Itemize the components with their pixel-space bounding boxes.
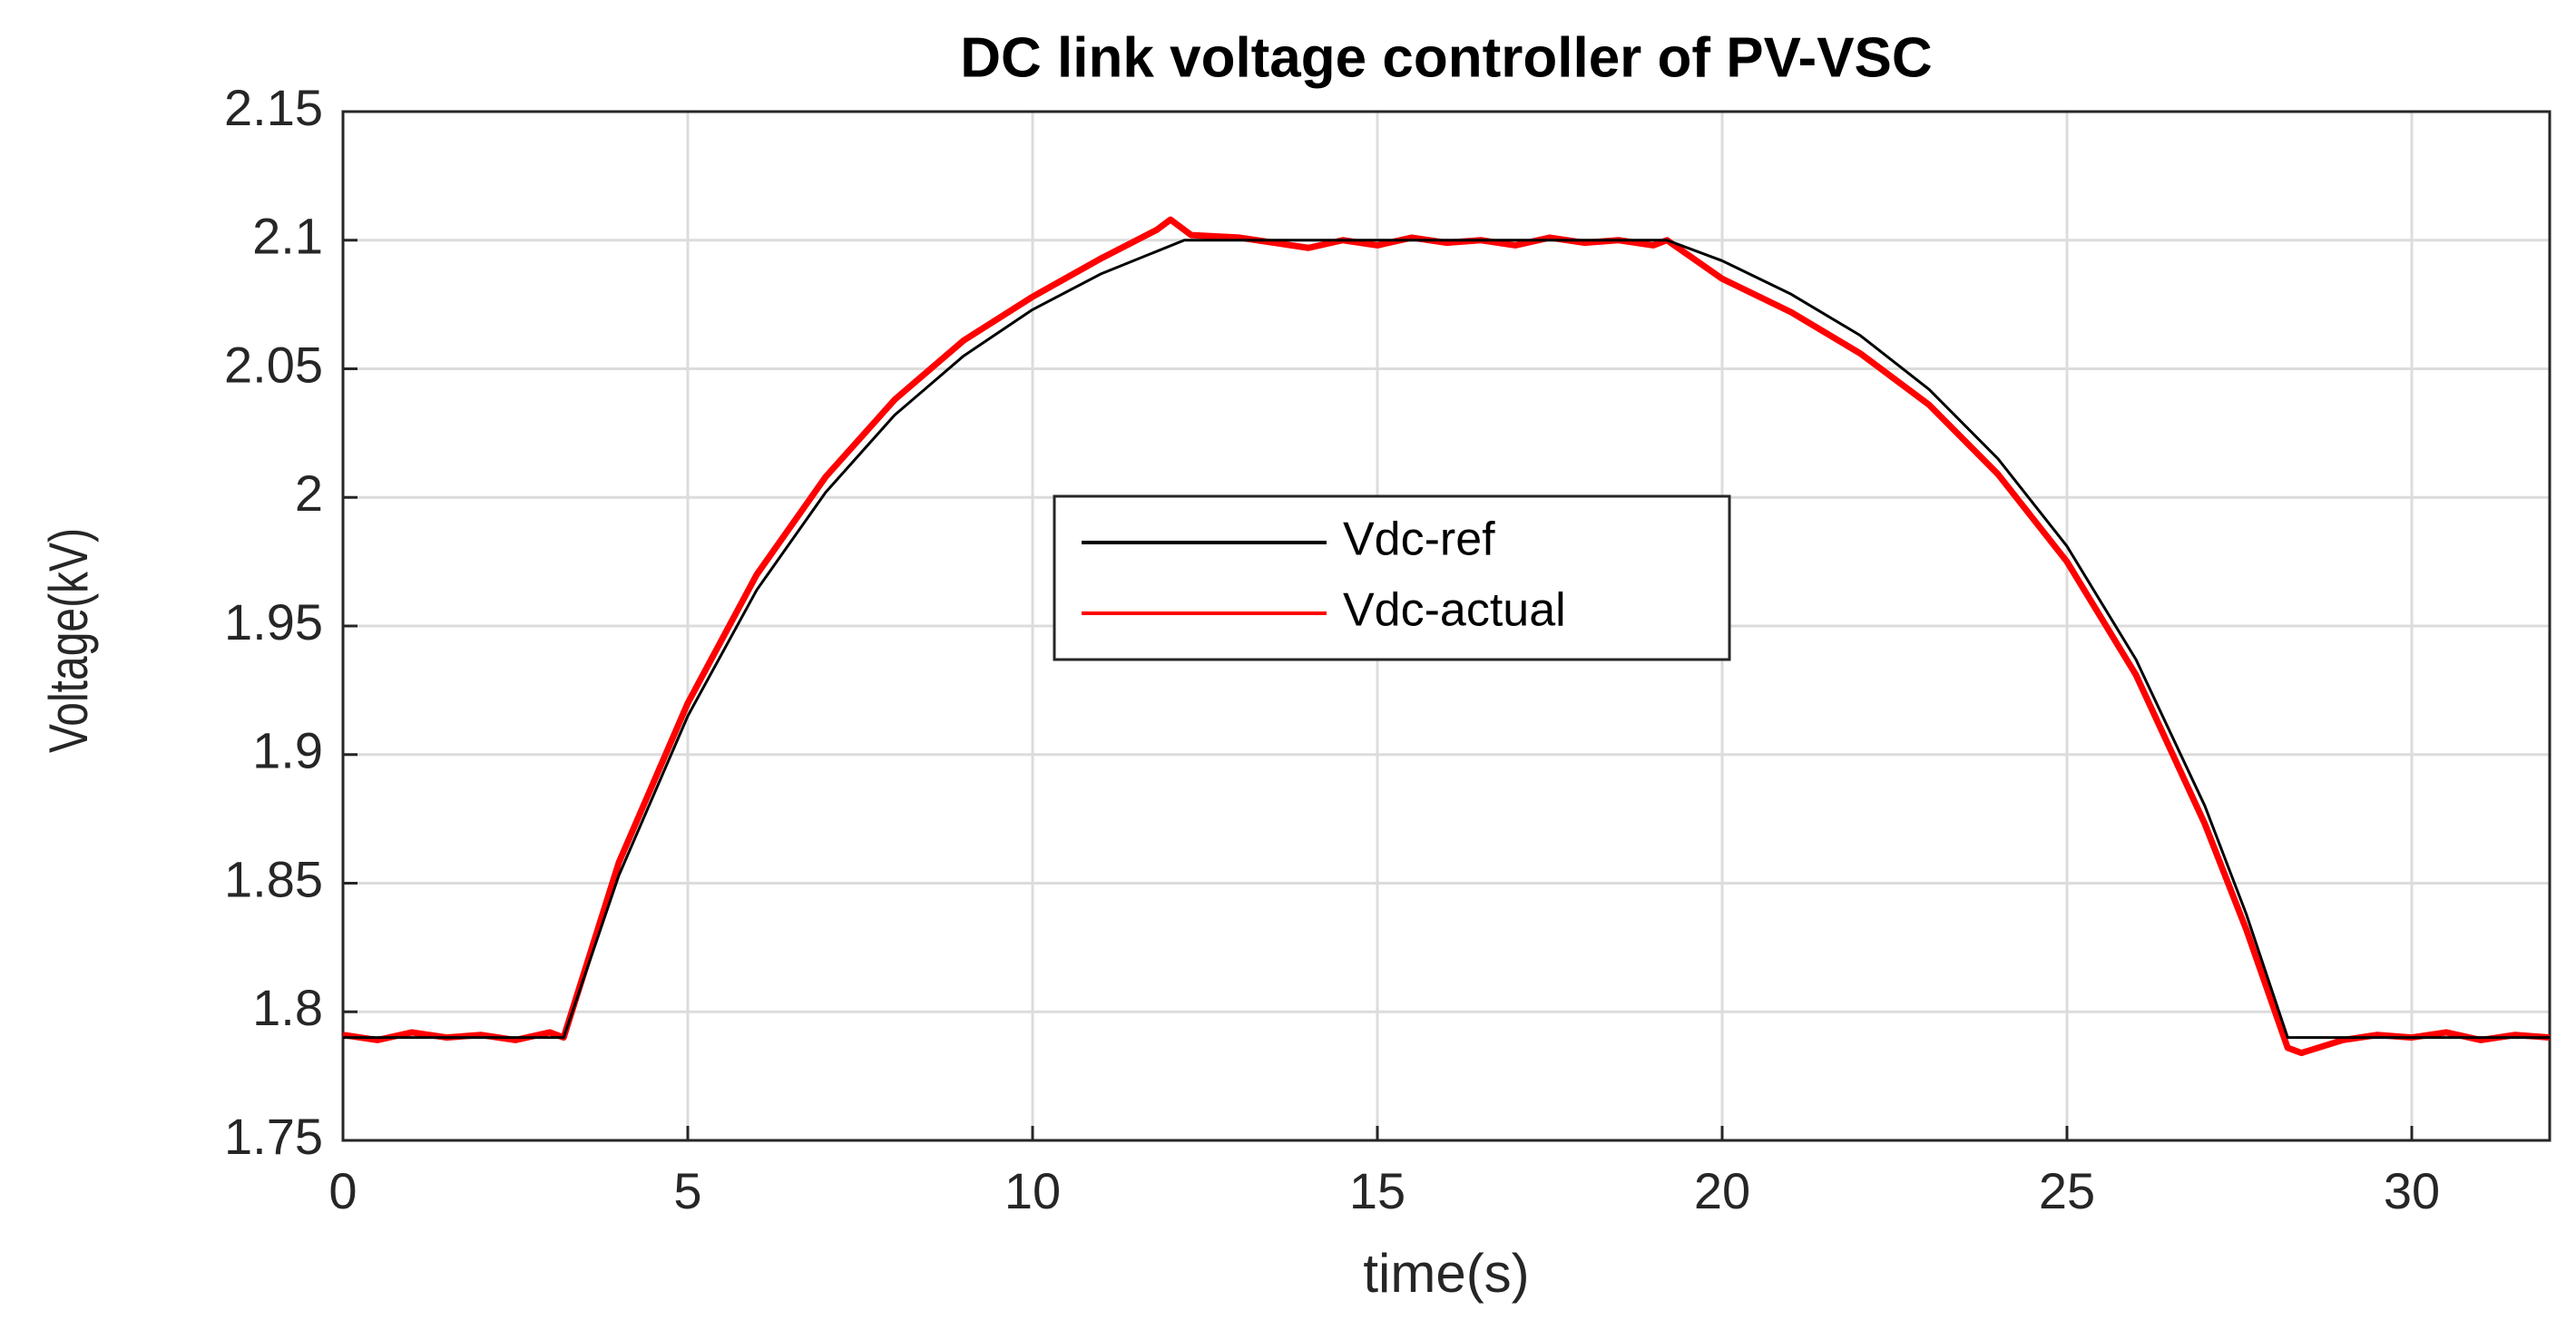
- data-line: [343, 239, 2550, 1040]
- y-tick-label: 1.8: [252, 979, 323, 1036]
- x-tick-label: 30: [2384, 1162, 2440, 1219]
- x-tick-label: 5: [673, 1162, 701, 1219]
- legend-box: [1053, 494, 1731, 661]
- legend-label: Vdc-ref: [1343, 513, 1495, 566]
- x-axis-label: time(s): [1363, 1243, 1529, 1304]
- legend: Vdc-ref Vdc-actual: [1053, 494, 1731, 661]
- y-tick-label: 2.15: [224, 79, 323, 136]
- y-tick-label: 1.85: [224, 850, 323, 907]
- x-tick-label: 25: [2039, 1162, 2095, 1219]
- plot-frame: [341, 110, 2552, 1142]
- y-tick-label: 2.05: [224, 336, 323, 393]
- y-tick-label: 1.9: [252, 722, 323, 779]
- y-tick-label: 1.75: [224, 1108, 323, 1165]
- data-line: [342, 216, 2551, 1057]
- y-tick-label: 2.1: [252, 208, 323, 265]
- x-tick-label: 10: [1004, 1162, 1061, 1219]
- chart-title: DC link voltage controller of PV-VSC: [960, 26, 1932, 89]
- x-tick-label: 15: [1349, 1162, 1406, 1219]
- y-tick-label: 2: [295, 465, 323, 522]
- y-axis-label: Voltage(kV): [38, 528, 99, 753]
- legend-label: Vdc-actual: [1343, 584, 1566, 637]
- x-tick-label: 0: [328, 1162, 357, 1219]
- x-tick-label: 20: [1694, 1162, 1750, 1219]
- y-tick-label: 1.95: [224, 593, 323, 650]
